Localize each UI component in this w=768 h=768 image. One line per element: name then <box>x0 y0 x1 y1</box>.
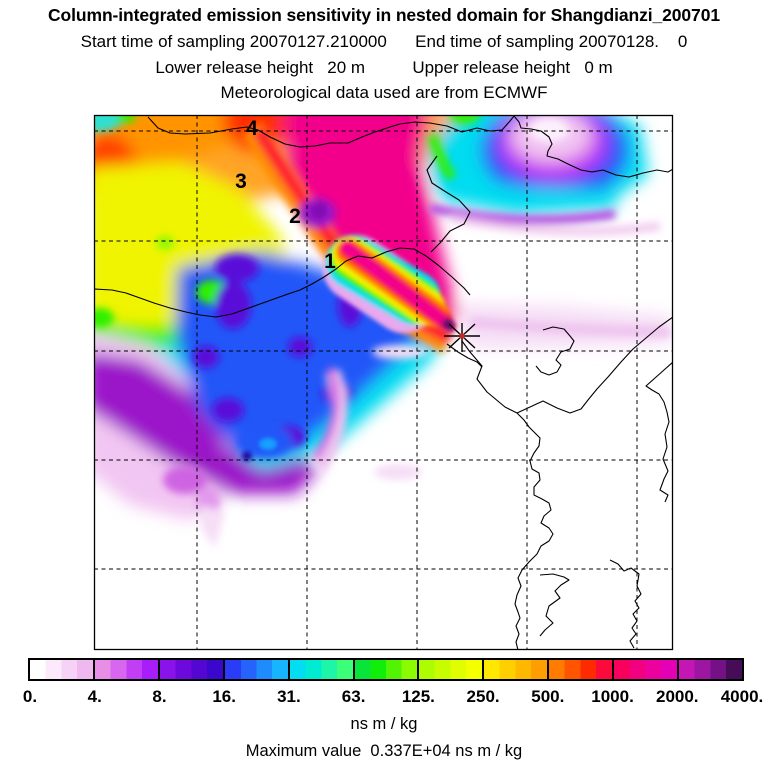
maximum-value-line: Maximum value 0.337E+04 ns m / kg <box>245 742 523 760</box>
colorbar-segment <box>484 660 548 679</box>
trajectory-age-labels: 12 3 4 <box>235 117 336 273</box>
colorbar-ticks: 0. 4. 8. 16. 31. 63. 125. 250. 500. 1000. 2000. 400… <box>23 687 763 707</box>
colorbar-tick-label: 31. <box>277 687 301 706</box>
colorbar-tick-label: 4. <box>87 687 102 706</box>
page-title: Column-integrated emission sensitivity i… <box>48 5 720 25</box>
colorbar-segment <box>549 660 613 679</box>
colorbar-tick-label: 63. <box>341 687 366 706</box>
coastlines <box>95 116 672 649</box>
map-frame <box>93 114 674 651</box>
colorbar <box>28 658 744 681</box>
colorbar-tick-label: 2000. <box>655 687 699 706</box>
colorbar-segment <box>224 660 288 679</box>
trajectory-age-label: 2 <box>289 205 301 228</box>
colorbar-segment <box>614 660 678 679</box>
colorbar-tick-label: 500. <box>531 687 565 706</box>
release-heights-line: Lower release height 20 m Upper release … <box>155 58 613 77</box>
colorbar-tick-label: 4000. <box>720 687 764 706</box>
colorbar-segment <box>419 660 483 679</box>
colorbar-unit-label: ns m / kg <box>350 715 418 733</box>
colorbar-tick-label: 8. <box>152 687 167 706</box>
colorbar-segment <box>289 660 353 679</box>
sampling-times-line: Start time of sampling 20070127.210000 E… <box>80 32 688 51</box>
colorbar-segment <box>30 660 93 679</box>
trajectory-age-label: 4 <box>246 117 258 140</box>
colorbar-segment <box>354 660 418 679</box>
colorbar-tick-label: 250. <box>466 687 500 706</box>
colorbar-segment <box>159 660 223 679</box>
colorbar-tick-label: 1000. <box>591 687 634 706</box>
colorbar-tick-label: 16. <box>212 687 236 706</box>
graticule <box>94 115 673 650</box>
colorbar-segment <box>679 660 742 679</box>
colorbar-tick-label: 0. <box>22 687 38 706</box>
station-marker-icon <box>444 323 480 352</box>
met-data-line: Meteorological data used are from ECMWF <box>220 83 548 102</box>
trajectory-age-label: 1 <box>324 250 336 273</box>
sensitivity-field <box>95 116 672 649</box>
colorbar-segment <box>94 660 158 679</box>
trajectory-age-label: 3 <box>235 170 247 193</box>
colorbar-tick-label: 125. <box>401 687 435 706</box>
